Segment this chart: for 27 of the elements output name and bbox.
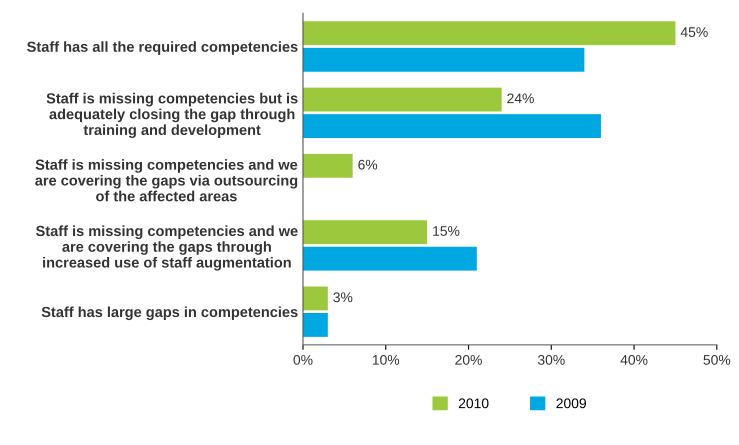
bar bbox=[302, 286, 328, 310]
y-tick-label: Staff is missing competencies but is adequately closing the gap through training and development bbox=[46, 92, 298, 138]
y-tick-label: Staff has all the required competencies bbox=[27, 41, 298, 55]
bar bbox=[302, 114, 601, 138]
data-label: 6% bbox=[358, 160, 378, 170]
bar bbox=[302, 246, 477, 271]
x-tick-label: 30% bbox=[538, 354, 565, 365]
x-tick-label: 10% bbox=[372, 354, 400, 365]
y-tick-label: Staff is missing competencies and we are covering the gaps via outsourcing of the affected areas bbox=[35, 159, 298, 202]
bar bbox=[302, 88, 502, 112]
y-tick-label: Staff has large gaps in competencies bbox=[42, 306, 298, 320]
data-label: 3% bbox=[333, 292, 352, 302]
bar bbox=[302, 313, 328, 337]
bar bbox=[302, 48, 584, 72]
legend-label: 2010 bbox=[458, 398, 489, 408]
bar bbox=[302, 154, 353, 178]
x-tick-label: 40% bbox=[620, 354, 648, 365]
legend-label: 2009 bbox=[556, 398, 586, 408]
data-label: 24% bbox=[507, 93, 534, 104]
bar bbox=[302, 21, 676, 46]
data-label: 45% bbox=[680, 27, 708, 37]
data-label: 15% bbox=[433, 226, 460, 236]
x-tick-label: 50% bbox=[703, 354, 730, 365]
x-tick-label: 0% bbox=[293, 354, 313, 365]
x-tick-label: 20% bbox=[455, 354, 482, 365]
y-tick-label: Staff is missing competencies and we are covering the gaps through increased use of staff augmentation bbox=[36, 225, 298, 271]
bar bbox=[302, 220, 428, 244]
